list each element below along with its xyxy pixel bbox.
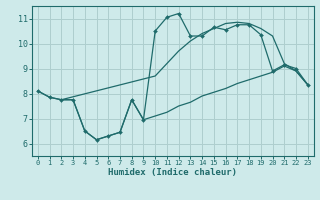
- X-axis label: Humidex (Indice chaleur): Humidex (Indice chaleur): [108, 168, 237, 177]
